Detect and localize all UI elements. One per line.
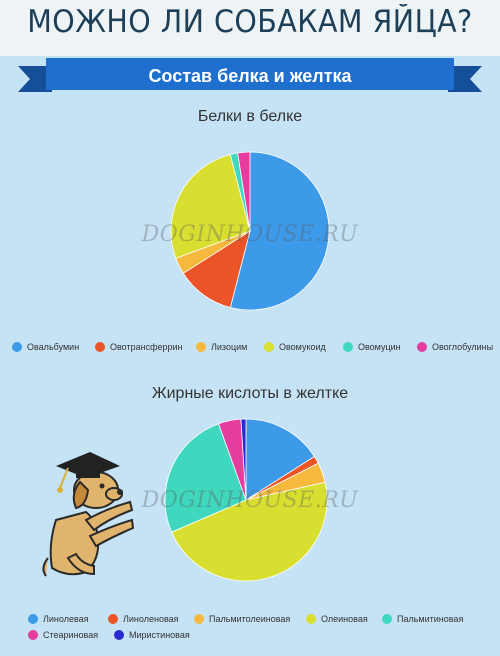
- legend-item: Линоленовая: [108, 614, 179, 624]
- legend-marker: [28, 614, 38, 624]
- pie-slice-4: [170, 153, 251, 259]
- legend-item: Овоглобулины: [417, 342, 493, 352]
- legend-item: Овальбумин: [12, 342, 79, 352]
- watermark-top: DOGINHOUSE.RU: [141, 222, 359, 247]
- legend-item: Олеиновая: [306, 614, 368, 624]
- subtitle-ribbon: [18, 58, 482, 92]
- legend-label: Олеиновая: [321, 614, 368, 624]
- pie-slice-2: [182, 230, 251, 309]
- legend-marker: [264, 342, 274, 352]
- legend-item: Пальмитолеиновая: [194, 614, 290, 624]
- legend-label: Миристиновая: [129, 630, 190, 640]
- legend-marker: [114, 630, 124, 640]
- legend-marker: [12, 342, 22, 352]
- legend-marker: [306, 614, 316, 624]
- pie-slice-4: [171, 481, 328, 582]
- graduate-dog-illustration: [42, 452, 135, 577]
- legend-item: Линолевая: [28, 614, 89, 624]
- legend-marker: [108, 614, 118, 624]
- legend-item: Стеариновая: [28, 630, 98, 640]
- legend-label: Овальбумин: [27, 342, 80, 352]
- legend-label: Овомуцин: [358, 342, 401, 352]
- subtitle-text: Состав белка и желтка: [148, 66, 352, 86]
- legend-marker: [382, 614, 392, 624]
- legend-marker: [28, 630, 38, 640]
- pie-slice-1: [245, 418, 315, 501]
- legend-label: Линоленовая: [123, 614, 179, 624]
- legend-marker: [343, 342, 353, 352]
- legend-label: Овоглобулины: [432, 342, 494, 352]
- watermark-bottom: DOGINHOUSE.RU: [141, 488, 359, 513]
- legend-item: Пальмитиновая: [382, 614, 463, 624]
- legend-label: Лизоцим: [211, 342, 248, 352]
- legend-label: Овомукоид: [279, 342, 326, 352]
- legend-item: Лизоцим: [196, 342, 247, 352]
- legend-item: Овомукоид: [264, 342, 326, 352]
- chart-title-egg-white: Белки в белке: [197, 108, 303, 125]
- pie-slice-6: [237, 151, 251, 232]
- legend-label: Пальмитиновая: [397, 614, 464, 624]
- chart-title-yolk: Жирные кислоты в желтке: [151, 385, 349, 402]
- legend-item: Миристиновая: [114, 630, 190, 640]
- legend-item: Овомуцин: [343, 342, 401, 352]
- legend-marker: [95, 342, 105, 352]
- legend-label: Пальмитолеиновая: [209, 614, 291, 624]
- legend-label: Линолевая: [43, 614, 89, 624]
- legend-marker: [196, 342, 206, 352]
- legend-label: Овотрансферрин: [110, 342, 183, 352]
- header-bar: [0, 0, 500, 56]
- page-title: МОЖНО ЛИ СОБАКАМ ЯЙЦА?: [27, 4, 473, 40]
- pie-slice-5: [164, 423, 247, 533]
- legend-marker: [194, 614, 204, 624]
- legend-marker: [417, 342, 427, 352]
- pie-slice-1: [229, 151, 330, 311]
- pie-slice-7: [240, 418, 247, 501]
- legend-item: Овотрансферрин: [95, 342, 183, 352]
- legend-label: Стеариновая: [43, 630, 99, 640]
